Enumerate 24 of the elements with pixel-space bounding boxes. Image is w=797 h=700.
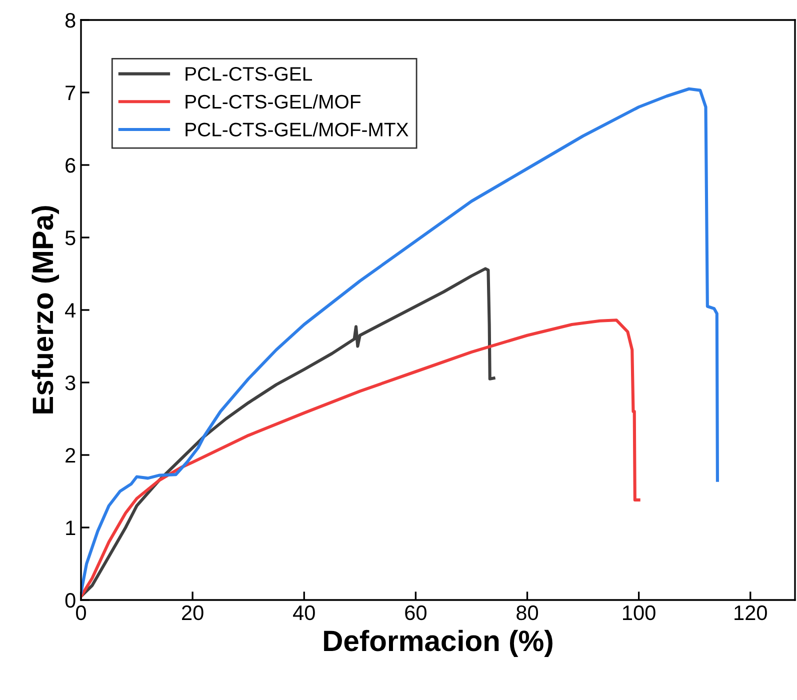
legend-label: PCL-CTS-GEL/MOF (186, 94, 360, 109)
x-tick-label: 80 (516, 605, 538, 620)
x-axis-title: Deformacion (%) (324, 630, 552, 658)
x-tick-label: 100 (623, 605, 656, 620)
x-tick-label: 40 (293, 605, 315, 620)
y-tick-label: 6 (66, 158, 76, 173)
y-tick-label: 5 (65, 230, 76, 246)
line-series (81, 267, 496, 598)
y-tick-label: 1 (66, 520, 76, 536)
y-tick-label: 7 (66, 86, 76, 100)
x-tick-label: 120 (734, 605, 767, 620)
y-tick-label: 4 (65, 303, 76, 318)
y-tick-label: 3 (65, 376, 76, 390)
y-tick-label: 8 (65, 13, 76, 28)
line-series (81, 87, 719, 594)
legend-label: PCL-CTS-GEL/MOF-MTX (186, 122, 408, 136)
y-tick-label: 2 (66, 448, 76, 463)
y-tick-label: 0 (65, 593, 76, 608)
line-series (81, 318, 640, 598)
x-tick-label: 0 (76, 605, 86, 620)
y-axis-title: Esfuerzo (MPa) (32, 206, 59, 414)
x-tick-label: 60 (405, 605, 426, 620)
x-tick-label: 20 (182, 605, 204, 620)
legend-label: PCL-CTS-GEL (186, 67, 312, 81)
